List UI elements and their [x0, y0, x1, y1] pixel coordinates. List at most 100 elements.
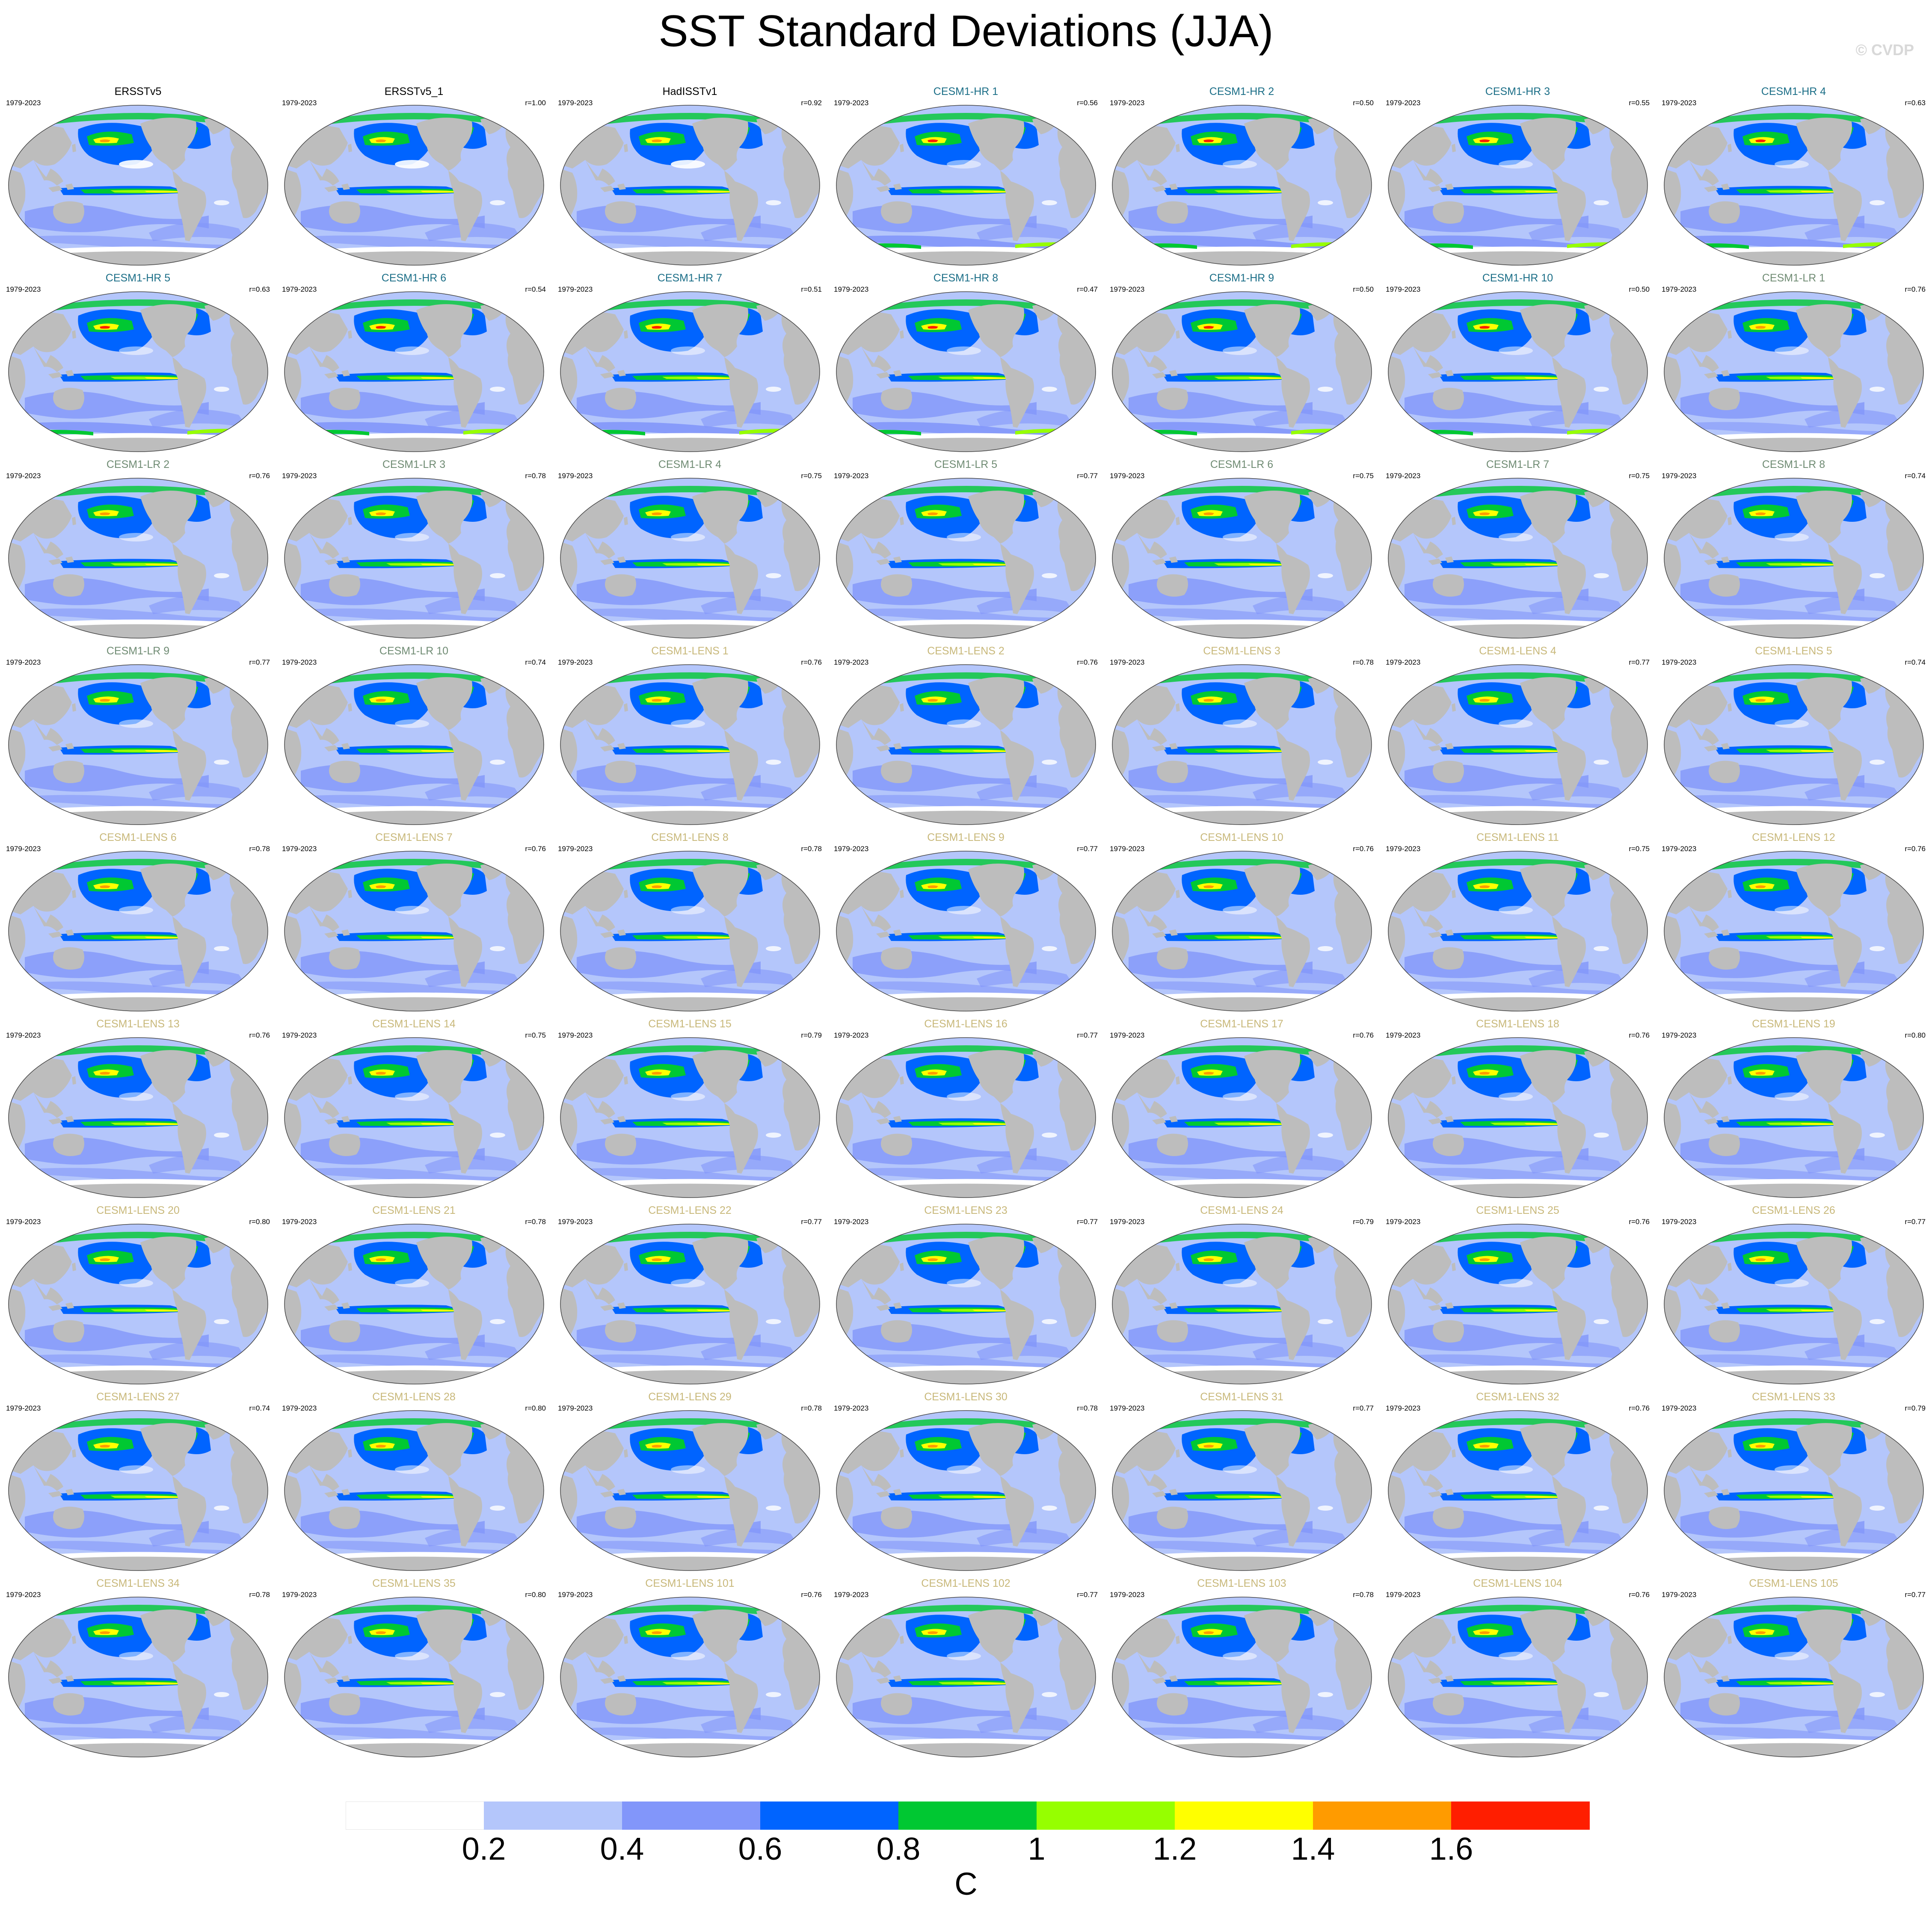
panel-correlation: r=0.76 [801, 658, 822, 666]
panel-correlation: r=0.77 [1905, 1591, 1926, 1599]
panel-correlation: r=0.78 [1077, 1404, 1098, 1412]
panel-correlation: r=0.78 [525, 1218, 546, 1226]
panel-years: 1979-2023 [1386, 285, 1421, 293]
map-panel: CESM1-LENS 6 1979-2023 r=0.78 [0, 831, 276, 1015]
map-panel: CESM1-LENS 103 1979-2023 r=0.78 [1104, 1577, 1380, 1761]
world-map [8, 478, 268, 639]
panel-title: CESM1-LENS 7 [375, 831, 453, 843]
map-panel: CESM1-HR 10 1979-2023 r=0.50 [1380, 272, 1656, 456]
world-map [1388, 105, 1648, 266]
panel-years: 1979-2023 [282, 1591, 317, 1599]
panel-title: CESM1-LR 5 [934, 459, 998, 470]
world-map [1112, 291, 1372, 452]
panel-years: 1979-2023 [1110, 1031, 1145, 1039]
panel-correlation: r=0.92 [801, 99, 822, 107]
world-map [836, 1037, 1096, 1198]
colorbar-tick-label: 0.2 [462, 1831, 506, 1867]
panel-correlation: r=0.76 [801, 1591, 822, 1599]
panel-title: CESM1-LENS 4 [1479, 645, 1556, 657]
colorbar-units: C [954, 1866, 978, 1902]
map-panel: ERSSTv5_1 1979-2023 r=1.00 [276, 86, 552, 269]
panel-years: 1979-2023 [1110, 472, 1145, 480]
map-panel: CESM1-HR 8 1979-2023 r=0.47 [828, 272, 1104, 456]
panel-years: 1979-2023 [6, 285, 41, 293]
map-panel: CESM1-LENS 27 1979-2023 r=0.74 [0, 1391, 276, 1575]
panel-years: 1979-2023 [1662, 285, 1697, 293]
map-panel: CESM1-LENS 29 1979-2023 r=0.78 [552, 1391, 828, 1575]
panel-title: CESM1-LENS 2 [927, 645, 1005, 657]
panel-title: CESM1-LENS 105 [1749, 1577, 1838, 1589]
map-panel: CESM1-LENS 101 1979-2023 r=0.76 [552, 1577, 828, 1761]
map-panel: ERSSTv5 1979-2023 [0, 86, 276, 269]
world-map [8, 664, 268, 825]
panel-title: CESM1-LENS 30 [924, 1391, 1007, 1403]
panel-title: CESM1-LENS 16 [924, 1018, 1007, 1030]
world-map [1664, 291, 1924, 452]
panel-correlation: r=0.76 [1629, 1218, 1650, 1226]
world-map [1112, 1037, 1372, 1198]
map-panel: CESM1-LENS 25 1979-2023 r=0.76 [1380, 1204, 1656, 1388]
panel-title: CESM1-LENS 22 [648, 1204, 732, 1216]
panel-years: 1979-2023 [1110, 1218, 1145, 1226]
map-panel: CESM1-LENS 19 1979-2023 r=0.80 [1656, 1018, 1932, 1202]
panel-title: CESM1-LENS 20 [96, 1204, 180, 1216]
panel-title: CESM1-LENS 12 [1752, 831, 1835, 843]
colorbar-box [760, 1801, 899, 1830]
map-panel: CESM1-LENS 22 1979-2023 r=0.77 [552, 1204, 828, 1388]
world-map [1664, 105, 1924, 266]
panel-title: CESM1-LENS 28 [372, 1391, 456, 1403]
map-panel: CESM1-LR 10 1979-2023 r=0.74 [276, 645, 552, 829]
panel-title: CESM1-LENS 8 [651, 831, 729, 843]
world-map [1388, 664, 1648, 825]
panel-correlation: r=0.74 [525, 658, 546, 666]
panel-correlation: r=0.77 [1077, 1218, 1098, 1226]
panel-title: CESM1-LENS 10 [1200, 831, 1283, 843]
world-map [836, 105, 1096, 266]
world-map [1388, 1224, 1648, 1384]
panel-title: CESM1-LENS 34 [96, 1577, 180, 1589]
world-map [560, 478, 820, 639]
panel-years: 1979-2023 [282, 658, 317, 666]
panel-title: CESM1-HR 7 [657, 272, 723, 284]
colorbar-tick-label: 1 [1028, 1831, 1046, 1867]
world-map [1388, 851, 1648, 1012]
world-map [8, 1037, 268, 1198]
world-map [1664, 478, 1924, 639]
panel-title: CESM1-HR 2 [1209, 86, 1274, 98]
map-panel: CESM1-LR 8 1979-2023 r=0.74 [1656, 459, 1932, 642]
world-map [560, 851, 820, 1012]
panel-correlation: r=0.50 [1353, 285, 1374, 293]
map-panel: CESM1-LENS 3 1979-2023 r=0.78 [1104, 645, 1380, 829]
panel-title: CESM1-LR 4 [658, 459, 722, 470]
map-panel: CESM1-LENS 15 1979-2023 r=0.79 [552, 1018, 828, 1202]
panel-correlation: r=0.76 [249, 1031, 270, 1039]
colorbar-tick-label: 0.6 [738, 1831, 782, 1867]
panel-years: 1979-2023 [558, 99, 593, 107]
world-map [1112, 1224, 1372, 1384]
world-map [1112, 851, 1372, 1012]
map-panel: CESM1-LENS 7 1979-2023 r=0.76 [276, 831, 552, 1015]
map-panel: CESM1-HR 3 1979-2023 r=0.55 [1380, 86, 1656, 269]
world-map [560, 1224, 820, 1384]
panel-years: 1979-2023 [1662, 1591, 1697, 1599]
map-panel: CESM1-LENS 2 1979-2023 r=0.76 [828, 645, 1104, 829]
panel-title: CESM1-LENS 6 [99, 831, 177, 843]
map-panel: CESM1-HR 4 1979-2023 r=0.63 [1656, 86, 1932, 269]
map-panel: CESM1-HR 2 1979-2023 r=0.50 [1104, 86, 1380, 269]
world-map [836, 478, 1096, 639]
map-panel: CESM1-LR 6 1979-2023 r=0.75 [1104, 459, 1380, 642]
world-map [560, 664, 820, 825]
panel-title: CESM1-LENS 14 [372, 1018, 456, 1030]
map-panel: CESM1-LR 5 1979-2023 r=0.77 [828, 459, 1104, 642]
panel-correlation: r=0.77 [1353, 1404, 1374, 1412]
map-panel: CESM1-LENS 20 1979-2023 r=0.80 [0, 1204, 276, 1388]
panel-title: CESM1-LR 7 [1486, 459, 1550, 470]
panel-correlation: r=0.76 [1629, 1031, 1650, 1039]
world-map [560, 105, 820, 266]
world-map [284, 478, 544, 639]
panel-title: CESM1-LR 3 [382, 459, 446, 470]
panel-correlation: r=0.56 [1077, 99, 1098, 107]
panel-years: 1979-2023 [558, 472, 593, 480]
panel-years: 1979-2023 [1386, 1404, 1421, 1412]
world-map [1388, 1037, 1648, 1198]
